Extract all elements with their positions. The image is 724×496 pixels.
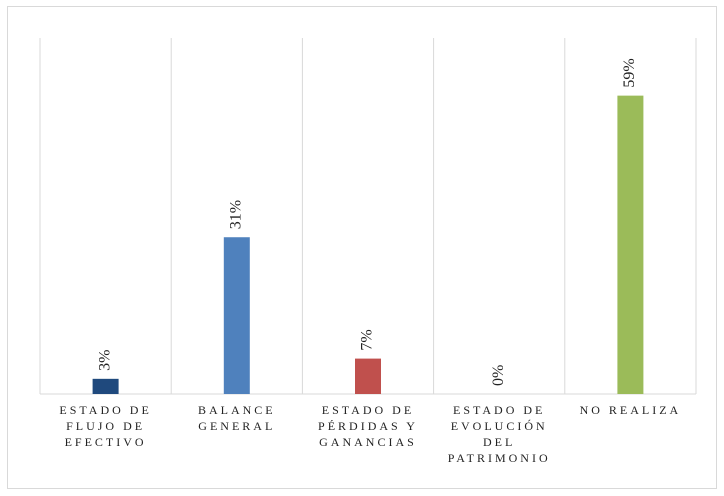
data-label: 31% bbox=[227, 200, 244, 229]
x-tick-label: ESTADO DE FLUJO DE EFECTIVO bbox=[59, 403, 152, 449]
x-tick-label-box: NO REALIZA bbox=[579, 403, 682, 417]
bar bbox=[223, 237, 250, 394]
x-tick-label: NO REALIZA bbox=[579, 403, 682, 417]
bar bbox=[355, 358, 381, 394]
data-label: 7% bbox=[359, 329, 376, 350]
data-label: 0% bbox=[490, 365, 507, 386]
bar bbox=[92, 378, 119, 394]
x-tick-label-box: ESTADO DE EVOLUCIÓN DEL PATRIMONIO bbox=[447, 403, 551, 465]
chart-border bbox=[7, 6, 717, 489]
x-tick-label-box: ESTADO DE FLUJO DE EFECTIVO bbox=[59, 403, 152, 449]
bar bbox=[617, 95, 644, 394]
data-label: 3% bbox=[96, 350, 113, 371]
x-tick-label-box: BALANCE GENERAL bbox=[197, 403, 276, 433]
x-tick-label: ESTADO DE EVOLUCIÓN DEL PATRIMONIO bbox=[447, 403, 551, 465]
x-tick-label-box: ESTADO DE PÉRDIDAS Y GANANCIAS bbox=[318, 403, 418, 449]
data-label: 59% bbox=[621, 58, 638, 87]
x-tick-label: ESTADO DE PÉRDIDAS Y GANANCIAS bbox=[318, 403, 418, 449]
x-tick-label: BALANCE GENERAL bbox=[197, 403, 276, 433]
